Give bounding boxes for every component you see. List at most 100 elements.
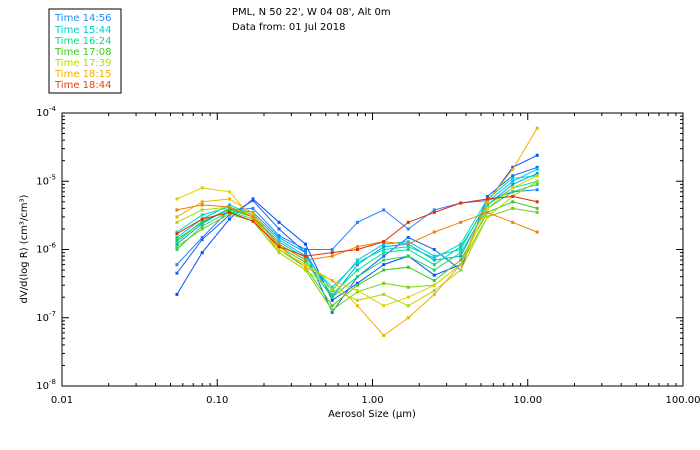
data-point <box>330 248 334 251</box>
data-point <box>200 208 204 212</box>
data-point <box>303 248 307 251</box>
data-point <box>511 190 515 194</box>
series-line <box>175 179 539 308</box>
data-point <box>303 242 307 246</box>
data-point <box>175 240 179 244</box>
data-point <box>175 292 179 296</box>
data-point <box>175 271 179 275</box>
series-line <box>175 203 539 262</box>
data-point <box>406 248 410 251</box>
data-point <box>535 126 539 130</box>
data-point <box>330 254 334 258</box>
legend: Time 14:56 Time 15:44 Time 16:24 Time 17… <box>48 8 122 94</box>
legend-item-7: Time 18:44 <box>54 80 111 91</box>
data-point <box>200 251 204 255</box>
data-point <box>355 304 359 308</box>
data-point <box>406 242 410 246</box>
data-point <box>511 186 515 190</box>
data-point <box>535 179 539 183</box>
data-point <box>330 298 334 302</box>
y-tick-label: 10-7 <box>36 310 56 324</box>
series-line <box>175 179 539 296</box>
data-point <box>535 188 539 192</box>
data-point <box>330 310 334 314</box>
data-point <box>535 167 539 171</box>
data-point <box>175 245 179 249</box>
data-point <box>406 316 410 320</box>
data-point <box>200 227 204 231</box>
data-point <box>382 208 386 212</box>
x-axis: 0.01 0.10 1.00 10.00 100.00 <box>51 113 700 406</box>
data-point <box>330 308 334 312</box>
data-point <box>200 235 204 239</box>
data-point <box>432 208 436 212</box>
data-point <box>228 197 232 201</box>
data-point <box>432 268 436 272</box>
legend-box <box>48 8 122 94</box>
data-point <box>251 211 255 215</box>
data-point <box>330 279 334 283</box>
data-point <box>200 203 204 207</box>
data-point <box>432 283 436 287</box>
data-point <box>459 268 463 272</box>
x-axis-title: Aerosol Size (µm) <box>328 409 416 420</box>
y-tick-label: 10-8 <box>36 378 56 392</box>
data-point <box>355 268 359 272</box>
data-point <box>330 251 334 255</box>
data-point <box>535 165 539 169</box>
data-point <box>511 194 515 198</box>
x-tick-label: 10.00 <box>513 395 542 406</box>
data-point <box>228 217 232 221</box>
data-point <box>432 248 436 251</box>
data-point <box>355 275 359 279</box>
data-point <box>382 254 386 258</box>
data-point <box>175 215 179 219</box>
data-point <box>200 217 204 221</box>
data-point <box>432 258 436 262</box>
data-point <box>382 245 386 249</box>
data-point <box>200 213 204 217</box>
series-line <box>175 174 539 308</box>
data-point <box>277 240 281 244</box>
data-point <box>511 176 515 180</box>
data-point <box>485 197 489 201</box>
data-point <box>303 258 307 262</box>
data-point <box>355 263 359 267</box>
data-point <box>459 263 463 267</box>
data-point <box>228 203 232 207</box>
x-tick-label: 0.10 <box>206 395 228 406</box>
data-point <box>406 304 410 308</box>
data-point <box>200 224 204 228</box>
x-tick-label: 0.01 <box>51 395 73 406</box>
data-point <box>511 182 515 186</box>
data-point <box>432 279 436 283</box>
data-point <box>485 194 489 198</box>
data-point <box>459 254 463 258</box>
data-point <box>406 227 410 231</box>
data-point <box>277 242 281 246</box>
y-tick-label: 10-4 <box>36 105 56 119</box>
data-point <box>406 235 410 239</box>
data-point <box>175 208 179 212</box>
data-point <box>355 289 359 293</box>
data-point <box>535 174 539 178</box>
legend-item-1: Time 14:56 <box>54 13 111 24</box>
data-point <box>355 248 359 251</box>
data-point <box>406 245 410 249</box>
data-point <box>175 235 179 239</box>
data-point <box>382 333 386 337</box>
data-point <box>432 254 436 258</box>
data-point <box>535 206 539 210</box>
data-point <box>175 263 179 267</box>
data-point <box>175 238 179 242</box>
data-point <box>459 248 463 251</box>
data-point <box>303 256 307 260</box>
data-point <box>228 212 232 216</box>
data-point <box>303 263 307 267</box>
data-point <box>535 210 539 214</box>
data-point <box>251 197 255 201</box>
data-point <box>175 197 179 201</box>
data-point <box>382 258 386 262</box>
data-point <box>382 248 386 251</box>
data-point <box>330 295 334 299</box>
